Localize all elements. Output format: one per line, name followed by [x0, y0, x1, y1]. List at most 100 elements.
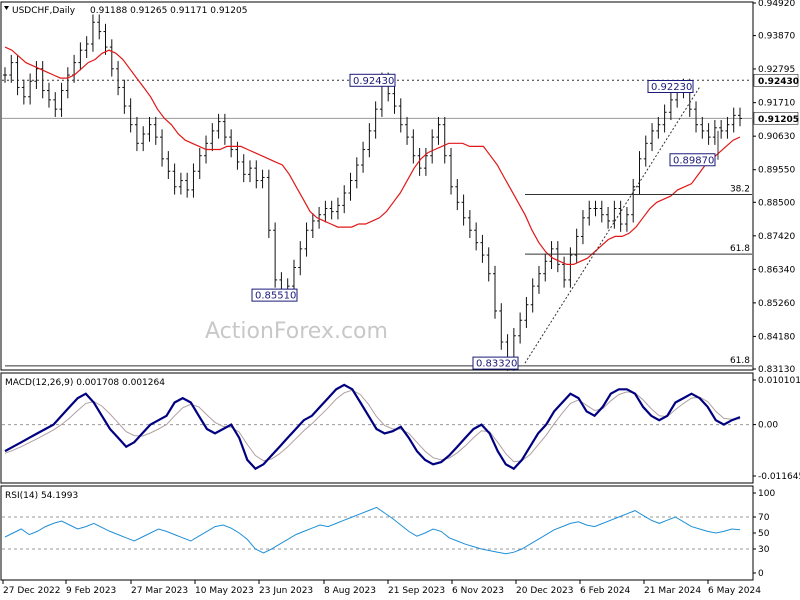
price-bar — [555, 241, 560, 273]
price-bar — [153, 116, 158, 145]
rsi-title: RSI(14) 54.1993 — [5, 491, 78, 501]
macd-line — [4, 383, 741, 471]
x-tick: 9 Feb 2023 — [65, 580, 116, 596]
price-bar — [34, 61, 39, 89]
rsi-y-tick: 50 — [753, 529, 770, 539]
x-tick-label: 6 May 2024 — [708, 586, 761, 596]
price-bar — [166, 151, 171, 180]
x-tick: 6 May 2024 — [707, 580, 761, 596]
price-bar — [84, 36, 89, 58]
price-bar — [612, 200, 617, 229]
price-bar — [430, 129, 435, 164]
x-tick: 27 Mar 2023 — [130, 580, 188, 596]
price-callout: 0.83320 — [472, 356, 519, 370]
price-callout: 0.92430 — [349, 73, 396, 87]
price-bar — [467, 210, 472, 238]
price-panel-frame — [0, 1, 754, 371]
price-bar — [631, 179, 636, 223]
macd-y-tick: 0.010101 — [753, 376, 800, 386]
y-tick: 0.90630 — [753, 132, 795, 142]
price-bar — [323, 200, 328, 223]
fib-label: 61.8 — [730, 244, 750, 254]
macd-y-tick: 0.00 — [753, 421, 778, 431]
price-bar — [178, 172, 183, 195]
y-tick-label: 0.90630 — [758, 132, 795, 142]
price-bar — [59, 82, 64, 117]
price-bar — [662, 104, 667, 133]
price-bar — [656, 116, 661, 139]
price-bar — [15, 54, 20, 96]
price-bar — [423, 147, 428, 176]
price-bar — [335, 197, 340, 220]
fib-level: 61.8 — [5, 356, 752, 367]
price-bar — [442, 116, 447, 164]
price-bar — [304, 222, 309, 257]
price-bar — [593, 200, 598, 217]
price-bar — [317, 206, 322, 229]
price-bar — [354, 157, 359, 189]
callout-text: 0.89870 — [673, 155, 714, 166]
callout-text: 0.92430 — [353, 76, 394, 87]
price-bar — [411, 129, 416, 164]
price-bar — [191, 163, 196, 198]
price-bar — [160, 129, 165, 167]
price-bar — [222, 113, 227, 145]
price-bar — [417, 147, 422, 176]
price-title: USDCHF,Daily — [12, 6, 76, 16]
price-bar — [480, 234, 485, 263]
watermark: ActionForex.com — [205, 319, 388, 344]
price-bar — [719, 120, 724, 139]
y-tick-label: 0.91710 — [758, 99, 795, 109]
price-bar — [361, 141, 366, 173]
price-bar — [574, 228, 579, 263]
x-tick-label: 21 Sep 2023 — [388, 586, 445, 596]
fib-label: 61.8 — [730, 356, 750, 366]
price-bar — [536, 265, 541, 294]
price-bar — [229, 129, 234, 158]
price-bar — [530, 278, 535, 313]
ohlc-values: 0.91188 0.91265 0.91171 0.91205 — [90, 6, 247, 16]
macd-y-tick: -0.011645 — [753, 472, 800, 482]
fib-level: 61.8 — [525, 244, 752, 255]
price-bar — [436, 116, 441, 145]
y-tick-label: 0.85260 — [758, 299, 795, 309]
price-bar — [21, 79, 26, 105]
rsi-y-tick: 0 — [753, 569, 764, 579]
price-bar — [97, 14, 102, 40]
price-bar — [405, 116, 410, 145]
x-tick-label: 6 Nov 2023 — [452, 586, 504, 596]
price-bar — [342, 185, 347, 214]
x-tick: 6 Feb 2024 — [579, 580, 631, 596]
price-bar — [712, 120, 717, 145]
y-tick-label: 0.87420 — [758, 232, 795, 242]
price-bar — [46, 82, 51, 108]
rsi-panel-frame — [0, 485, 754, 581]
moving-average-line — [4, 46, 741, 265]
macd-y-tick-label: -0.011645 — [758, 472, 800, 482]
price-bar — [543, 253, 548, 282]
rsi-y-tick-label: 30 — [758, 545, 770, 555]
price-bar — [103, 23, 108, 55]
y-tick-label: 0.88500 — [758, 198, 795, 208]
price-bar — [398, 98, 403, 133]
price-bar — [392, 85, 397, 114]
y-tick-label: 0.84180 — [758, 332, 795, 342]
price-callout: 0.92230 — [647, 80, 694, 94]
price-bar — [248, 160, 252, 183]
price-bar — [134, 116, 139, 152]
macd-y-tick-label: 0.010101 — [758, 376, 800, 386]
x-tick-label: 27 Dec 2022 — [3, 586, 61, 596]
y-tick: 0.91710 — [753, 99, 795, 109]
price-bar — [128, 98, 133, 133]
x-tick-label: 23 Jun 2023 — [259, 586, 313, 596]
price-bar — [273, 222, 278, 288]
y-tick: 0.83130 — [753, 365, 795, 375]
fib-label: 38.2 — [730, 185, 750, 195]
price-tag: 0.91205 — [753, 112, 799, 125]
x-tick-label: 20 Dec 2023 — [516, 586, 574, 596]
price-bar — [599, 200, 604, 223]
price-bar — [122, 79, 127, 114]
price-bar — [738, 107, 742, 127]
price-bar — [449, 147, 454, 195]
rsi-y-tick-label: 100 — [758, 489, 775, 499]
